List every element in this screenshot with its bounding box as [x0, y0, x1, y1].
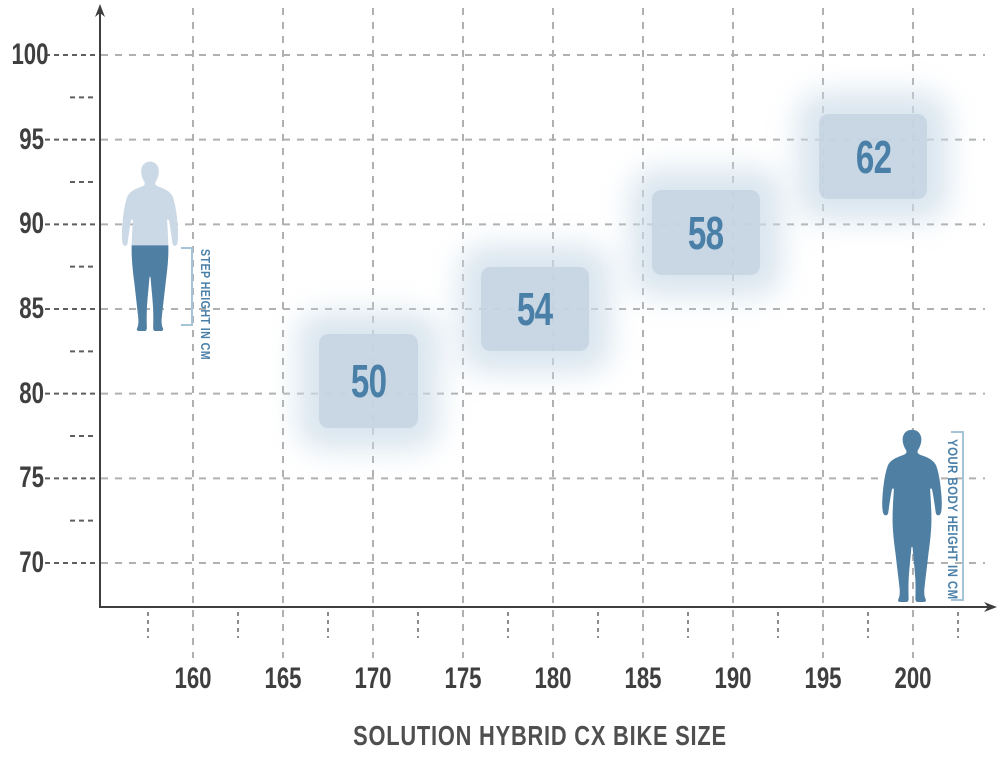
x-tick-label-165: 165 — [264, 662, 302, 695]
step-height-person-figure — [121, 161, 179, 331]
y-tick-label-70: 70 — [19, 545, 44, 579]
chart-title: SOLUTION HYBRID CX BIKE SIZE — [353, 720, 727, 751]
person-legs-silhouette — [131, 245, 169, 331]
size-region-58: 58 — [652, 190, 760, 276]
body-height-person-figure — [882, 429, 942, 602]
x-tick-label-195: 195 — [804, 662, 842, 695]
y-tick-label-95: 95 — [19, 122, 44, 156]
x-axis-arrow-icon — [984, 602, 997, 612]
y-tick-label-85: 85 — [19, 291, 44, 325]
step-height-axis-label: STEP HEIGHT IN CM — [198, 249, 213, 361]
body-height-bracket — [951, 431, 964, 601]
x-tick-label-190: 190 — [714, 662, 752, 695]
size-region-label: 54 — [517, 282, 553, 335]
size-region-54: 54 — [481, 266, 589, 352]
size-region-62: 62 — [819, 114, 928, 199]
size-region-label: 50 — [350, 354, 387, 407]
size-region-label: 58 — [688, 206, 724, 259]
step-height-bracket — [181, 247, 193, 326]
x-tick-label-175: 175 — [444, 662, 482, 695]
x-tick-label-170: 170 — [354, 662, 392, 695]
x-tick-label-185: 185 — [624, 662, 662, 695]
x-tick-label-200: 200 — [894, 662, 932, 695]
y-tick-label-100: 100 — [11, 38, 49, 71]
y-axis-arrow-icon — [95, 4, 105, 17]
size-region-50: 50 — [319, 334, 418, 428]
x-tick-label-180: 180 — [534, 662, 572, 695]
y-tick-label-90: 90 — [19, 207, 44, 241]
x-tick-label-160: 160 — [174, 662, 212, 695]
y-tick-label-80: 80 — [19, 376, 44, 410]
y-tick-label-75: 75 — [19, 461, 44, 495]
person-silhouette — [882, 429, 942, 602]
size-region-label: 62 — [855, 130, 892, 183]
body-height-axis-label: YOUR BODY HEIGHT IN CM — [945, 439, 961, 600]
